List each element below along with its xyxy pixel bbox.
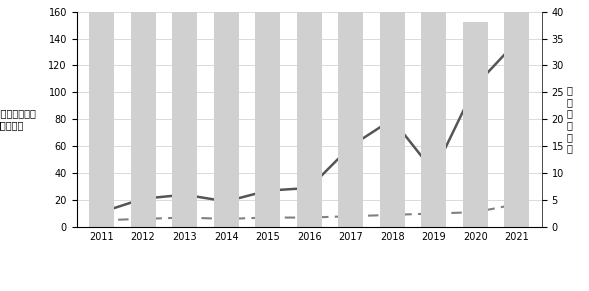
Bar: [89, 0, 114, 227]
Y-axis label: 自
給
率
（
％
）: 自 給 率 （ ％ ）: [567, 85, 573, 153]
Bar: [297, 0, 322, 227]
Bar: [463, 22, 488, 227]
Bar: [380, 0, 405, 227]
Bar: [255, 0, 280, 227]
Bar: [214, 0, 239, 227]
Bar: [131, 0, 155, 227]
Bar: [338, 0, 363, 227]
Y-axis label: 国内生産量／輸入量
（万トン）: 国内生産量／輸入量 （万トン）: [0, 109, 36, 130]
Bar: [421, 0, 446, 227]
Bar: [172, 0, 197, 227]
Bar: [505, 0, 530, 227]
